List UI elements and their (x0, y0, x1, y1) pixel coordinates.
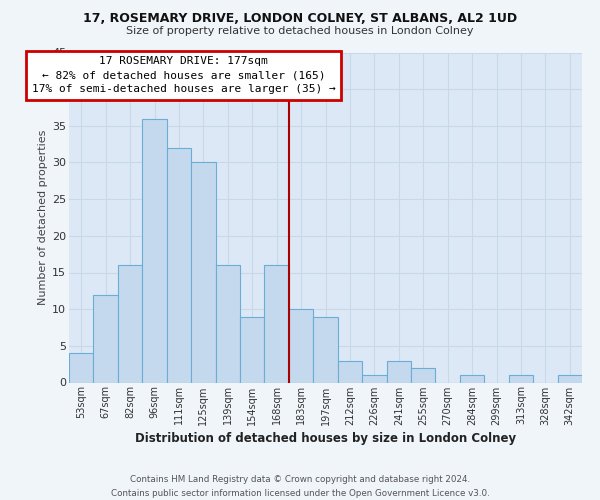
Bar (215, 265, 240, 382)
Bar (191, 162, 215, 382)
Bar (362, 375, 386, 382)
Bar (69, 353, 94, 382)
Y-axis label: Number of detached properties: Number of detached properties (38, 130, 48, 305)
Bar (94, 294, 118, 382)
Text: Contains HM Land Registry data © Crown copyright and database right 2024.
Contai: Contains HM Land Registry data © Crown c… (110, 476, 490, 498)
Text: Size of property relative to detached houses in London Colney: Size of property relative to detached ho… (126, 26, 474, 36)
Bar (386, 360, 411, 382)
Text: 17 ROSEMARY DRIVE: 177sqm
← 82% of detached houses are smaller (165)
17% of semi: 17 ROSEMARY DRIVE: 177sqm ← 82% of detac… (32, 56, 335, 94)
Bar (289, 309, 313, 382)
Bar (557, 375, 582, 382)
Bar (118, 265, 142, 382)
Bar (411, 368, 436, 382)
Bar (167, 148, 191, 382)
Bar (509, 375, 533, 382)
Bar (338, 360, 362, 382)
Bar (240, 316, 265, 382)
X-axis label: Distribution of detached houses by size in London Colney: Distribution of detached houses by size … (135, 432, 516, 444)
Bar (265, 265, 289, 382)
Bar (313, 316, 338, 382)
Text: 17, ROSEMARY DRIVE, LONDON COLNEY, ST ALBANS, AL2 1UD: 17, ROSEMARY DRIVE, LONDON COLNEY, ST AL… (83, 12, 517, 26)
Bar (142, 118, 167, 382)
Bar (460, 375, 484, 382)
